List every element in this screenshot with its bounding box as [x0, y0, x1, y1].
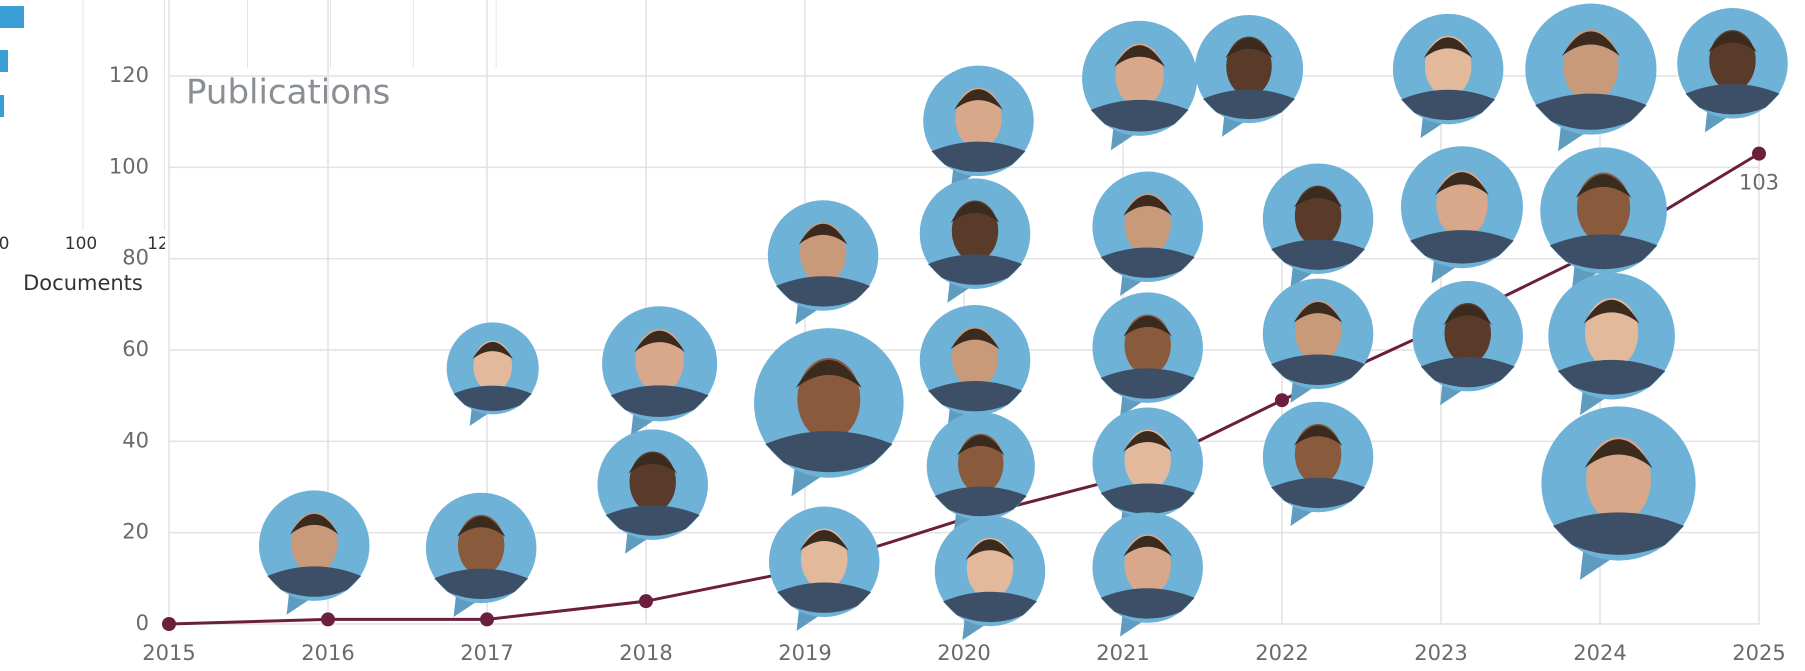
y-tick-label: 40: [122, 428, 149, 452]
point: [162, 617, 176, 631]
point: [1275, 393, 1289, 407]
background-tick-label: 0: [0, 234, 9, 254]
point: [480, 612, 494, 626]
background-bar: [0, 50, 8, 72]
background-axis-label: Documents: [23, 271, 143, 295]
chart-title: Publications: [186, 73, 390, 113]
x-tick-label: 2018: [619, 641, 672, 665]
page: {"chart_data": {"type": "line", "title":…: [0, 0, 1805, 671]
x-tick-label: 2022: [1255, 641, 1308, 665]
y-tick-label: 120: [109, 63, 149, 87]
point: [1752, 147, 1766, 161]
y-tick-label: 20: [122, 520, 149, 544]
x-tick-label: 2025: [1732, 641, 1785, 665]
x-tick-label: 2017: [460, 641, 513, 665]
chart: 0 100 12 Documents Publications201520162…: [0, 0, 1805, 671]
y-tick-label: 80: [122, 246, 149, 270]
x-tick-label: 2023: [1414, 641, 1467, 665]
y-tick-label: 100: [109, 154, 149, 178]
x-tick-label: 2020: [937, 641, 990, 665]
x-tick-label: 2024: [1573, 641, 1626, 665]
x-tick-label: 2015: [142, 641, 195, 665]
value-label: 103: [1739, 171, 1779, 195]
y-tick-label: 60: [122, 337, 149, 361]
background-tick-label: 100: [65, 234, 97, 254]
point: [321, 612, 335, 626]
x-tick-label: 2021: [1096, 641, 1149, 665]
background-bar: [0, 6, 24, 28]
background-bar: [0, 95, 4, 117]
x-tick-label: 2016: [301, 641, 354, 665]
y-tick-label: 0: [136, 611, 149, 635]
x-tick-label: 2019: [778, 641, 831, 665]
point: [639, 594, 653, 608]
